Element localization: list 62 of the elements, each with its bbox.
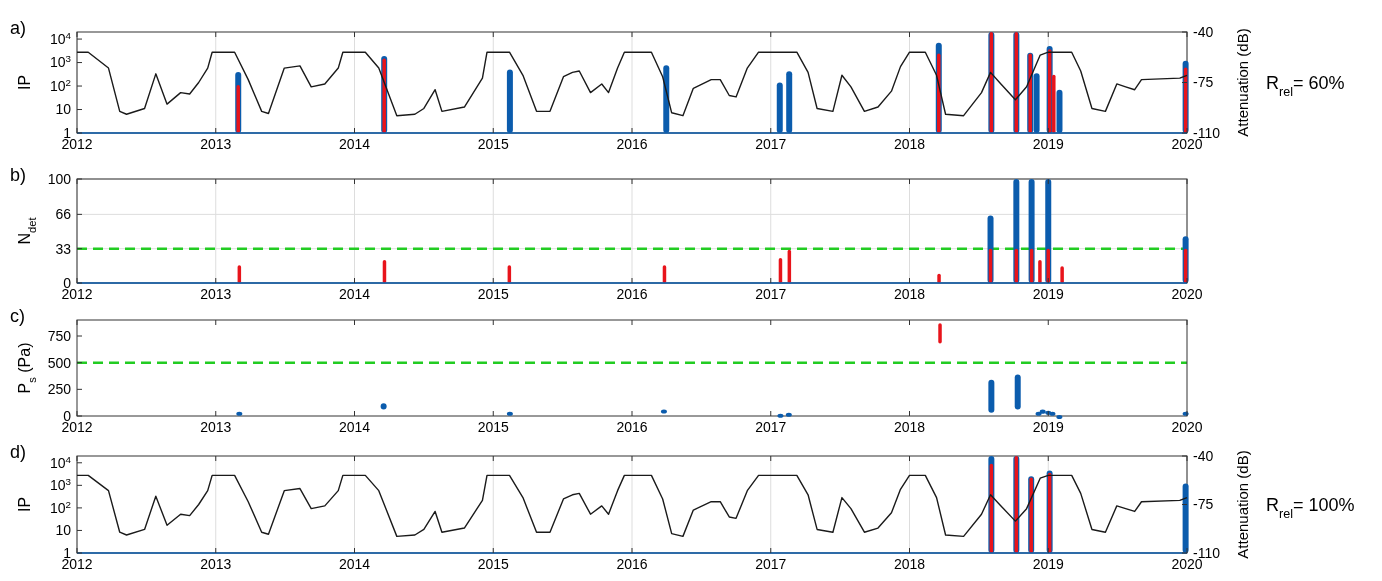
chart-title: d) [10, 442, 27, 462]
y-tick-label: 0 [63, 274, 72, 291]
y-tick-label: 10$^{3}$ [49, 52, 72, 71]
y2-tick-label: -40 [1193, 447, 1214, 464]
x-tick-label: 2016 [616, 556, 648, 572]
x-tick-label: 2020 [1171, 419, 1203, 435]
y-tick-label: 750 [47, 327, 72, 344]
x-tick-label: 2016 [616, 419, 648, 435]
x-tick-label: 2014 [338, 419, 371, 435]
x-tick-label: 2014 [338, 136, 371, 152]
x-tick-label: 2018 [893, 286, 926, 302]
y2-tick-label: -110 [1193, 124, 1221, 141]
x-tick-label: 2015 [477, 419, 510, 435]
x-tick-label: 2013 [200, 556, 232, 572]
x-tick-label: 2017 [755, 286, 787, 302]
x-tick-label: 2017 [755, 136, 787, 152]
y-axis-title: IP [16, 74, 33, 91]
x-tick-label: 2017 [755, 556, 787, 572]
y-tick-label: 10 [55, 522, 72, 539]
y-tick-label: 66 [55, 206, 72, 223]
y-tick-label: 10$^{2}$ [49, 76, 71, 94]
x-tick-label: 2015 [477, 556, 510, 572]
x-tick-label: 2019 [1032, 136, 1065, 152]
x-tick-label: 2019 [1032, 419, 1065, 435]
x-tick-label: 2014 [338, 286, 371, 302]
x-tick-label: 2016 [616, 136, 648, 152]
y2-tick-label: -75 [1193, 74, 1214, 91]
x-tick-label: 2013 [200, 136, 232, 152]
text: R$_{rel}$= 60% [1266, 72, 1345, 99]
x-tick-label: 2016 [616, 286, 648, 302]
x-tick-label: 2013 [200, 286, 232, 302]
x-tick-label: 2014 [338, 556, 371, 572]
chart-title: c) [10, 306, 25, 326]
x-tick-label: 2015 [477, 286, 510, 302]
x-tick-label: 2018 [893, 556, 926, 572]
y-tick-label: 10$^{4}$ [49, 453, 72, 471]
y-axis-title: IP [16, 496, 33, 513]
y-tick-label: 10$^{2}$ [49, 498, 71, 516]
y2-tick-label: -40 [1193, 23, 1214, 40]
y-tick-label: 500 [47, 354, 72, 371]
x-tick-label: 2015 [477, 136, 510, 152]
text: R$_{rel}$= 100% [1266, 494, 1355, 521]
y-tick-label: 0 [63, 407, 72, 424]
x-tick-label: 2020 [1171, 286, 1203, 302]
y2-tick-label: -75 [1193, 496, 1214, 513]
y-tick-label: 100 [47, 170, 72, 187]
y-tick-label: 10$^{3}$ [49, 475, 72, 494]
chart-title: b) [10, 165, 27, 185]
y2-axis-title: Attenuation (dB) [1234, 450, 1251, 559]
y-tick-label: 10 [55, 101, 72, 118]
x-tick-label: 2018 [893, 136, 926, 152]
x-tick-label: 2019 [1032, 286, 1065, 302]
x-tick-label: 2018 [893, 419, 926, 435]
y-tick-label: 33 [55, 240, 72, 257]
x-tick-label: 2017 [755, 419, 787, 435]
chart-title: a) [10, 18, 27, 38]
y-tick-label: 250 [47, 381, 72, 398]
y-tick-label: 10$^{4}$ [49, 29, 72, 47]
y2-axis-title: Attenuation (dB) [1234, 28, 1251, 137]
x-tick-label: 2013 [200, 419, 232, 435]
x-tick-label: 2019 [1032, 556, 1065, 572]
y2-tick-label: -110 [1193, 544, 1221, 561]
